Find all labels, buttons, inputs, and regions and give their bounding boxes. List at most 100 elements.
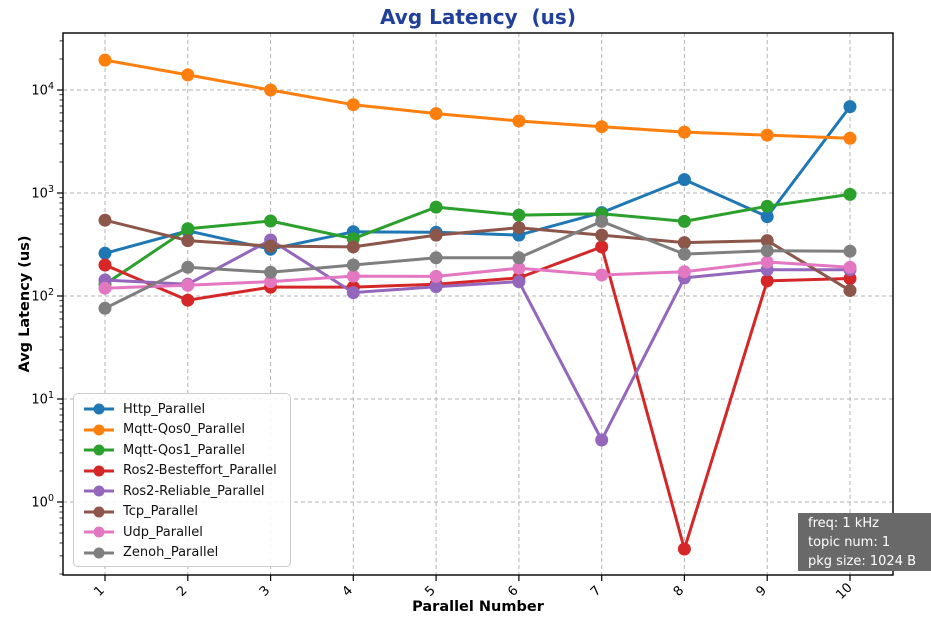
series-point-Mqtt-Qos1_Parallel <box>843 187 857 201</box>
series-point-Tcp_Parallel <box>429 228 443 242</box>
legend-marker-icon <box>84 424 114 436</box>
series-point-Udp_Parallel <box>264 275 278 289</box>
series-point-Mqtt-Qos0_Parallel <box>843 131 857 145</box>
legend-label: Ros2-Besteffort_Parallel <box>123 463 277 479</box>
series-point-Ros2-Reliable_Parallel <box>512 275 526 289</box>
legend: Http_Parallel Mqtt-Qos0_Parallel Mqtt-Qos1… <box>73 393 291 567</box>
legend-label: Http_Parallel <box>123 401 206 417</box>
series-point-Mqtt-Qos0_Parallel <box>346 98 360 112</box>
legend-label: Ros2-Reliable_Parallel <box>123 483 265 499</box>
series-point-Ros2-Reliable_Parallel <box>595 433 609 447</box>
series-line-Http_Parallel <box>104 105 852 255</box>
series-point-Http_Parallel <box>760 210 774 224</box>
series-point-Tcp_Parallel <box>595 228 609 242</box>
y-tick-label: 102 <box>31 287 54 305</box>
series-point-Ros2-Reliable_Parallel <box>429 280 443 294</box>
legend-marker-icon <box>84 444 114 456</box>
series-point-Mqtt-Qos0_Parallel <box>264 83 278 97</box>
x-axis-label: Parallel Number <box>412 599 544 615</box>
legend-marker-icon <box>84 526 114 538</box>
series-point-Mqtt-Qos0_Parallel <box>98 53 112 67</box>
series-point-Mqtt-Qos0_Parallel <box>429 107 443 121</box>
y-tick-label: 104 <box>31 81 54 99</box>
series-point-Mqtt-Qos0_Parallel <box>512 114 526 128</box>
series-point-Mqtt-Qos1_Parallel <box>181 222 195 236</box>
series-point-Tcp_Parallel <box>264 239 278 253</box>
x-tick-label: 3 <box>257 583 273 599</box>
annotation-line: freq: 1 kHz <box>808 516 879 531</box>
plot-border <box>62 32 894 576</box>
y-axis-label: Avg Latency (us) <box>17 235 33 373</box>
series-point-Mqtt-Qos1_Parallel <box>264 214 278 228</box>
series-point-Mqtt-Qos0_Parallel <box>677 125 691 139</box>
series-point-Udp_Parallel <box>677 265 691 279</box>
series-point-Udp_Parallel <box>181 278 195 292</box>
x-tick-label: 5 <box>422 583 438 599</box>
legend-item: Ros2-Reliable_Parallel <box>74 481 290 502</box>
series-line-Tcp_Parallel <box>104 218 851 292</box>
series-point-Tcp_Parallel <box>677 236 691 250</box>
series-point-Udp_Parallel <box>595 268 609 282</box>
series-point-Http_Parallel <box>98 246 112 260</box>
series-point-Ros2-Besteffort_Parallel <box>760 274 774 288</box>
x-tick-label: 6 <box>505 583 521 599</box>
series-point-Zenoh_Parallel <box>264 265 278 279</box>
series-point-Ros2-Reliable_Parallel <box>346 286 360 300</box>
legend-label: Mqtt-Qos0_Parallel <box>123 422 245 438</box>
series-point-Tcp_Parallel <box>181 234 195 248</box>
series-point-Zenoh_Parallel <box>677 247 691 261</box>
series-line-Zenoh_Parallel <box>104 219 851 310</box>
y-tick-label: 103 <box>31 184 54 202</box>
annotation-box: freq: 1 kHz topic num: 1 pkg size: 1024 B <box>798 513 931 571</box>
legend-item: Udp_Parallel <box>74 522 290 543</box>
series-point-Mqtt-Qos1_Parallel <box>429 200 443 214</box>
series-line-Mqtt-Qos0_Parallel <box>104 58 851 140</box>
legend-item: Tcp_Parallel <box>74 502 290 523</box>
series-point-Udp_Parallel <box>843 260 857 274</box>
series-line-Udp_Parallel <box>104 260 851 290</box>
series-point-Zenoh_Parallel <box>760 244 774 258</box>
legend-marker-icon <box>84 403 114 415</box>
legend-item: Mqtt-Qos0_Parallel <box>74 420 290 441</box>
series-point-Zenoh_Parallel <box>843 244 857 258</box>
series-point-Http_Parallel <box>677 173 691 187</box>
series-point-Tcp_Parallel <box>843 284 857 297</box>
series-point-Zenoh_Parallel <box>429 251 443 265</box>
legend-marker-icon <box>84 547 114 559</box>
series-point-Udp_Parallel <box>98 281 112 295</box>
y-tick-label: 100 <box>31 493 54 511</box>
x-tick-label: 7 <box>588 583 604 599</box>
series-point-Tcp_Parallel <box>346 240 360 254</box>
series-point-Zenoh_Parallel <box>595 214 609 228</box>
legend-label: Udp_Parallel <box>123 524 203 540</box>
series-point-Mqtt-Qos0_Parallel <box>181 68 195 82</box>
legend-label: Mqtt-Qos1_Parallel <box>123 442 245 458</box>
x-tick-label: 1 <box>91 583 107 599</box>
series-point-Zenoh_Parallel <box>98 301 112 315</box>
series-line-Ros2-Besteffort_Parallel <box>104 245 851 551</box>
series-point-Ros2-Besteffort_Parallel <box>595 240 609 254</box>
legend-item: Zenoh_Parallel <box>74 543 290 564</box>
series-point-Mqtt-Qos0_Parallel <box>760 128 774 142</box>
series-line-Ros2-Reliable_Parallel <box>104 238 850 442</box>
series-point-Tcp_Parallel <box>98 213 112 227</box>
legend-item: Mqtt-Qos1_Parallel <box>74 440 290 461</box>
series-line-Mqtt-Qos1_Parallel <box>104 192 851 286</box>
legend-marker-icon <box>84 485 114 497</box>
x-tick-label: 2 <box>174 583 190 599</box>
x-tick-label: 9 <box>753 583 769 599</box>
series-point-Mqtt-Qos0_Parallel <box>595 120 609 134</box>
chart-title: Avg Latency (us) <box>380 5 576 29</box>
x-tick-label: 4 <box>340 583 356 599</box>
series-point-Ros2-Besteffort_Parallel <box>98 258 112 272</box>
legend-item: Ros2-Besteffort_Parallel <box>74 461 290 482</box>
series-point-Ros2-Besteffort_Parallel <box>677 542 691 556</box>
series-point-Zenoh_Parallel <box>181 260 195 274</box>
x-tick-label: 8 <box>671 583 687 599</box>
y-tick-label: 101 <box>31 390 54 408</box>
legend-marker-icon <box>84 465 114 477</box>
annotation-line: topic num: 1 <box>808 535 891 550</box>
series-point-Mqtt-Qos1_Parallel <box>512 208 526 222</box>
